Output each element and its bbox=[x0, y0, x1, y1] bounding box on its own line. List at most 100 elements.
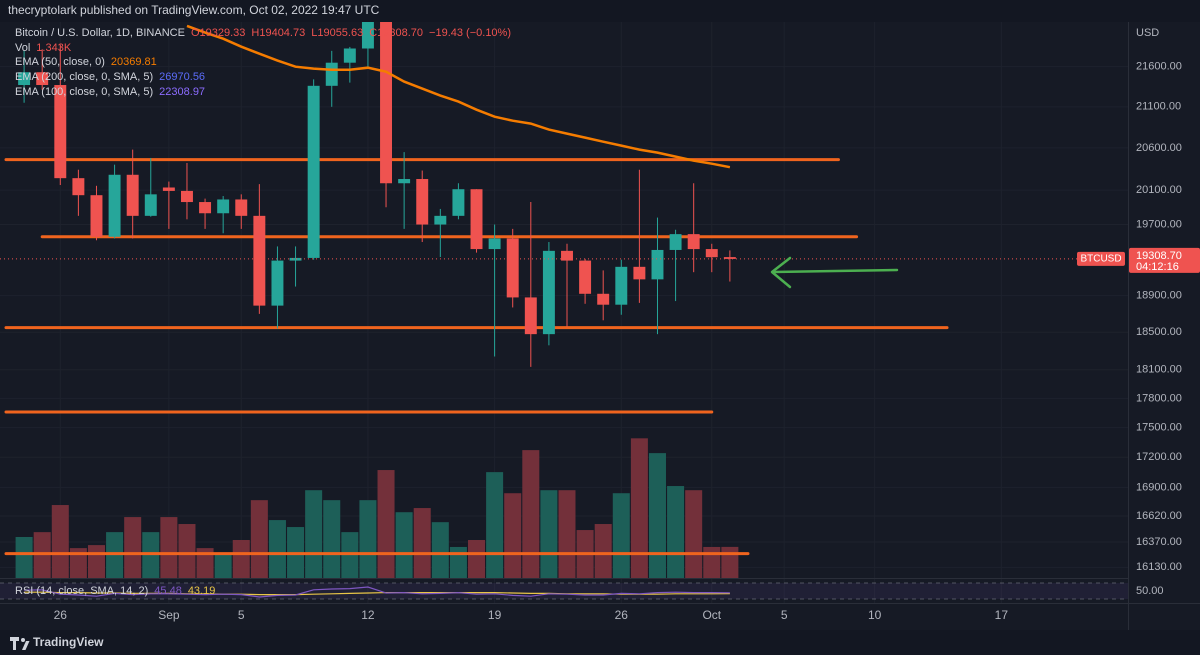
volume-bar bbox=[160, 517, 178, 578]
x-tick-label: Sep bbox=[158, 608, 180, 622]
volume-bar bbox=[721, 546, 739, 578]
legend-text: RSI (14, close, SMA, 14, 2) bbox=[15, 585, 148, 597]
volume-bar bbox=[214, 552, 232, 578]
candle-body bbox=[325, 62, 338, 86]
candle-body bbox=[561, 250, 573, 261]
y-tick-label: 16130.00 bbox=[1136, 561, 1182, 573]
volume-bar bbox=[395, 512, 413, 578]
candle-body bbox=[253, 215, 266, 306]
candle-body bbox=[36, 72, 49, 86]
volume-bar bbox=[540, 490, 558, 578]
rsi-tick-label: 50.00 bbox=[1136, 585, 1164, 597]
legend-text: EMA (100, close, 0, SMA, 5) bbox=[15, 86, 153, 98]
volume-bar bbox=[630, 438, 648, 578]
volume-bar bbox=[504, 493, 522, 578]
candle-body bbox=[416, 179, 429, 225]
candle-body bbox=[542, 250, 555, 335]
volume-bar bbox=[178, 524, 196, 578]
candle-body bbox=[361, 22, 374, 49]
y-tick-label: 21600.00 bbox=[1136, 61, 1182, 73]
axes: 21600.00 21100.00 20600.00 20100.00 19700.00… bbox=[54, 27, 1200, 622]
volume-bar bbox=[323, 500, 341, 578]
volume-bar bbox=[468, 540, 486, 578]
y-tick-label: 20100.00 bbox=[1136, 184, 1182, 196]
x-tick-label: 17 bbox=[995, 608, 1009, 622]
legend-text: EMA (200, close, 0, SMA, 5) bbox=[15, 71, 153, 83]
candle-body bbox=[307, 85, 320, 258]
y-tick-label: 21100.00 bbox=[1136, 101, 1181, 113]
volume-bar bbox=[648, 453, 666, 578]
candle-body bbox=[343, 48, 356, 63]
candle-body bbox=[217, 199, 230, 214]
x-tick-label: 5 bbox=[238, 608, 245, 622]
y-tick-label: 16620.00 bbox=[1136, 510, 1182, 522]
candle-body bbox=[271, 260, 284, 306]
candle-body bbox=[470, 189, 483, 250]
candle-body bbox=[380, 22, 393, 184]
legend-text: 22308.97 bbox=[159, 86, 205, 98]
arrow-head bbox=[770, 256, 792, 289]
legend-text: EMA (50, close, 0) bbox=[15, 56, 105, 68]
legend-text: −19.43 (−0.10%) bbox=[429, 27, 511, 39]
y-tick-label: 17500.00 bbox=[1136, 421, 1182, 433]
x-tick-label: 26 bbox=[615, 608, 629, 622]
y-tick-label: 18100.00 bbox=[1136, 364, 1182, 376]
candle-body bbox=[434, 215, 447, 225]
logo-dot bbox=[21, 638, 25, 642]
volume-bar bbox=[124, 517, 142, 578]
legend-text: L19055.63 bbox=[311, 27, 363, 39]
candle-body bbox=[651, 249, 664, 280]
candle-body bbox=[108, 174, 121, 237]
candle-body bbox=[452, 189, 465, 216]
candle-body bbox=[72, 178, 85, 196]
volume-bar bbox=[268, 520, 286, 578]
candle-body bbox=[597, 293, 610, 305]
indicator-line bbox=[186, 24, 731, 169]
symbol-tag bbox=[1077, 251, 1125, 266]
y-tick-label: 17200.00 bbox=[1136, 451, 1182, 463]
volume-bar bbox=[612, 493, 630, 578]
y-axis-unit: USD bbox=[1136, 27, 1159, 39]
x-tick-label: Oct bbox=[702, 608, 721, 622]
price-tag-value: 19308.70 bbox=[1136, 250, 1182, 262]
price-tag-countdown: 04:12:16 bbox=[1136, 261, 1179, 273]
logo bbox=[10, 637, 30, 650]
legend-text: C19308.70 bbox=[369, 27, 423, 39]
candle-body bbox=[126, 174, 139, 216]
candle-body bbox=[669, 234, 682, 250]
legend-text: O19329.33 bbox=[191, 27, 245, 39]
candle-body bbox=[633, 266, 646, 280]
candle-body bbox=[687, 234, 700, 250]
y-tick-label: 18900.00 bbox=[1136, 290, 1182, 302]
volume-bar bbox=[449, 546, 467, 578]
candle-body bbox=[54, 85, 67, 179]
y-tick-label: 19700.00 bbox=[1136, 218, 1182, 230]
volume-bar bbox=[558, 490, 576, 578]
legend-text: 1.343K bbox=[36, 42, 72, 54]
symbol-tag-label: BTCUSD bbox=[1080, 254, 1121, 265]
volume-bar bbox=[305, 490, 323, 578]
y-tick-label: 20600.00 bbox=[1136, 142, 1182, 154]
published-note: thecryptolark published on TradingView.c… bbox=[8, 3, 380, 17]
legend-text: Vol bbox=[15, 42, 30, 54]
rsi-pane bbox=[0, 582, 1128, 600]
volume-bar bbox=[359, 500, 377, 578]
candle-body bbox=[524, 297, 537, 335]
volume-bar bbox=[594, 524, 612, 578]
candle-body bbox=[506, 238, 519, 298]
logo-mark bbox=[10, 637, 19, 650]
volume-bar bbox=[486, 472, 504, 578]
y-tick-label: 16370.00 bbox=[1136, 536, 1182, 548]
legend-text: Bitcoin / U.S. Dollar, 1D, BINANCE bbox=[15, 27, 185, 39]
x-tick-label: 19 bbox=[488, 608, 502, 622]
rsi-line bbox=[24, 586, 730, 598]
legend-text: 26970.56 bbox=[159, 71, 205, 83]
footer-bar bbox=[0, 630, 1200, 655]
candle-body bbox=[180, 190, 193, 203]
candle-body bbox=[398, 179, 411, 184]
volume-bar bbox=[232, 540, 250, 578]
y-tick-label: 17800.00 bbox=[1136, 392, 1182, 404]
legend-text: H19404.73 bbox=[251, 27, 305, 39]
candle-body bbox=[162, 187, 175, 191]
